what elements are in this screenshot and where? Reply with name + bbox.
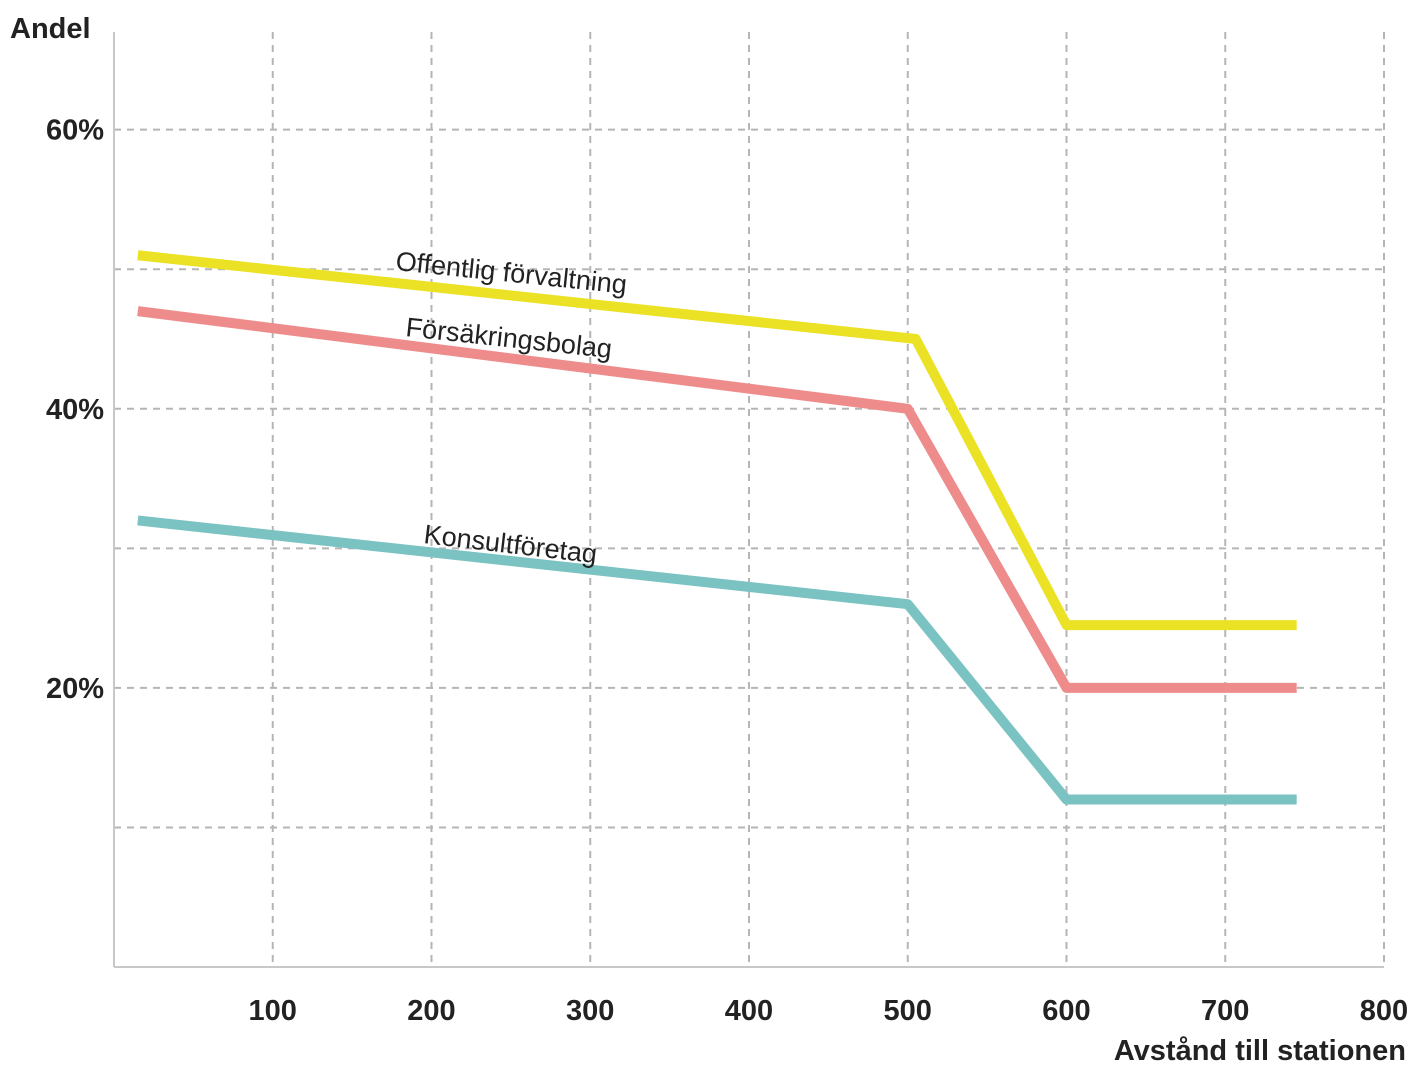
series-line-1 — [137, 250, 1297, 631]
x-tick-label: 500 — [884, 995, 932, 1027]
x-axis-title: Avstånd till stationen — [1114, 1035, 1406, 1065]
y-axis-title: Andel — [10, 13, 91, 45]
labels: 100 200 300 400 500 600 700 80020%40%60%Offentl… — [46, 115, 1408, 1027]
x-tick-label: 300 — [566, 995, 614, 1027]
y-tick-label: 20% — [46, 673, 104, 705]
series-line-3 — [137, 515, 1297, 805]
x-tick-label: 700 — [1201, 995, 1249, 1027]
grid — [114, 32, 1385, 967]
axes — [113, 32, 1384, 968]
x-tick-label: 200 — [407, 995, 455, 1027]
y-tick-label: 40% — [46, 394, 104, 426]
x-tick-label: 400 — [725, 995, 773, 1027]
y-tick-label: 60% — [46, 115, 104, 147]
x-tick-label: 100 — [249, 995, 297, 1027]
x-tick-label: 600 — [1042, 995, 1090, 1027]
series — [137, 250, 1297, 805]
series-line-2 — [137, 306, 1297, 693]
x-tick-label: 800 — [1360, 995, 1408, 1027]
